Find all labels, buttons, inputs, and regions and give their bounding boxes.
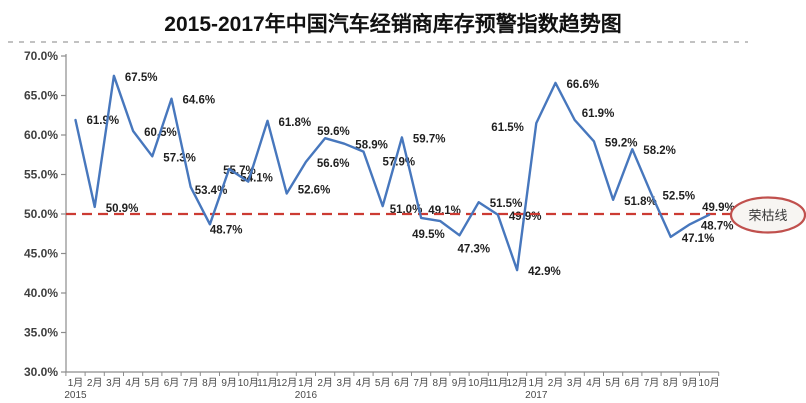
data-label: 47.3% bbox=[458, 243, 491, 255]
data-label: 50.9% bbox=[106, 203, 139, 215]
x-axis-month-label: 2月 bbox=[548, 377, 564, 389]
y-axis-tick-label: 70.0% bbox=[24, 49, 58, 63]
x-axis-month-label: 7月 bbox=[644, 377, 660, 389]
x-axis-month-label: 10月 bbox=[238, 377, 259, 389]
data-label: 51.8% bbox=[624, 196, 657, 208]
y-axis-tick-label: 35.0% bbox=[24, 326, 58, 340]
data-label: 55.7% bbox=[223, 165, 256, 177]
x-axis-month-label: 11月 bbox=[488, 377, 508, 389]
x-axis-month-label: 9月 bbox=[221, 377, 237, 389]
data-label: 48.7% bbox=[210, 224, 243, 236]
x-axis-month-label: 11月 bbox=[257, 377, 277, 389]
x-axis-month-label: 2月 bbox=[87, 377, 103, 389]
x-axis-month-label: 7月 bbox=[413, 377, 429, 389]
data-label: 49.5% bbox=[412, 229, 445, 241]
data-label: 61.9% bbox=[582, 108, 615, 120]
data-label: 49.1% bbox=[428, 205, 461, 217]
x-axis-month-label: 4月 bbox=[125, 377, 141, 389]
x-axis-year-label: 2017 bbox=[525, 390, 548, 401]
boom-bust-callout: 荣枯线 bbox=[729, 196, 806, 234]
x-axis-month-label: 12月 bbox=[276, 377, 297, 389]
y-axis-tick-label: 50.0% bbox=[24, 207, 58, 221]
x-axis-month-label: 2月 bbox=[317, 377, 333, 389]
data-labels: 61.9%50.9%67.5%60.5%57.3%64.6%53.4%48.7%… bbox=[87, 72, 735, 278]
data-label: 52.6% bbox=[298, 184, 331, 196]
y-axis-tick-label: 60.0% bbox=[24, 128, 58, 142]
boom-bust-label: 荣枯线 bbox=[748, 208, 787, 223]
data-label: 58.9% bbox=[355, 140, 388, 152]
trend-line bbox=[74, 74, 711, 272]
data-label: 61.9% bbox=[87, 115, 120, 127]
boom-bust-ellipse bbox=[729, 196, 806, 234]
data-label: 59.6% bbox=[317, 126, 350, 138]
x-axis-month-label: 6月 bbox=[625, 377, 641, 389]
x-axis-month-label: 3月 bbox=[567, 377, 583, 389]
x-axis-month-label: 1月 bbox=[68, 377, 84, 389]
data-label: 51.0% bbox=[390, 204, 423, 216]
x-axis-month-label: 3月 bbox=[337, 377, 353, 389]
data-label: 59.2% bbox=[605, 137, 638, 149]
x-axis-month-label: 6月 bbox=[164, 377, 180, 389]
data-label: 67.5% bbox=[125, 72, 158, 84]
data-label: 56.6% bbox=[317, 158, 350, 170]
x-axis-month-label: 5月 bbox=[605, 377, 621, 389]
y-axis-tick-label: 65.0% bbox=[24, 89, 58, 103]
x-axis-month-label: 1月 bbox=[298, 377, 314, 389]
data-label: 58.2% bbox=[643, 145, 676, 157]
x-axis-year-label: 2016 bbox=[295, 390, 318, 401]
data-label: 52.5% bbox=[663, 190, 696, 202]
x-axis-month-label: 8月 bbox=[433, 377, 449, 389]
x-axis-month-label: 1月 bbox=[529, 377, 545, 389]
data-label: 42.9% bbox=[528, 266, 561, 278]
x-axis-year-label: 2015 bbox=[64, 390, 87, 401]
data-label: 59.7% bbox=[413, 133, 446, 145]
data-label: 48.7% bbox=[701, 220, 734, 232]
y-axis: 30.0% 35.0% 40.0% 45.0% 50.0% 55.0% 60.0% 65.0%… bbox=[24, 49, 67, 379]
y-axis-tick-label: 45.0% bbox=[24, 247, 58, 261]
data-label: 64.6% bbox=[183, 95, 216, 107]
x-axis-month-label: 12月 bbox=[507, 377, 528, 389]
data-label: 57.3% bbox=[163, 152, 196, 164]
x-axis-month-label: 7月 bbox=[183, 377, 199, 389]
data-label: 51.5% bbox=[490, 198, 523, 210]
data-label: 66.6% bbox=[567, 79, 600, 91]
data-label: 61.5% bbox=[491, 122, 524, 134]
x-axis-month-label: 4月 bbox=[356, 377, 372, 389]
x-axis-month-label: 10月 bbox=[699, 377, 720, 389]
x-axis-month-label: 8月 bbox=[663, 377, 679, 389]
x-axis-month-label: 9月 bbox=[682, 377, 698, 389]
chart-title: 2015-2017年中国汽车经销商库存预警指数趋势图 bbox=[164, 13, 622, 36]
y-axis-tick-label: 30.0% bbox=[24, 365, 58, 379]
y-axis-tick-label: 55.0% bbox=[24, 168, 58, 182]
data-label: 47.1% bbox=[682, 233, 715, 245]
data-label: 61.8% bbox=[279, 117, 312, 129]
x-axis-month-label: 6月 bbox=[394, 377, 410, 389]
x-axis-month-label: 3月 bbox=[106, 377, 122, 389]
y-axis-tick-label: 40.0% bbox=[24, 286, 58, 300]
x-axis-month-label: 8月 bbox=[202, 377, 218, 389]
x-axis-month-label: 10月 bbox=[468, 377, 489, 389]
data-label: 49.9% bbox=[702, 202, 735, 214]
data-label: 57.9% bbox=[383, 157, 416, 169]
x-axis-month-label: 5月 bbox=[375, 377, 391, 389]
x-axis-month-label: 9月 bbox=[452, 377, 468, 389]
x-axis-month-label: 5月 bbox=[145, 377, 161, 389]
x-axis-month-label: 4月 bbox=[586, 377, 602, 389]
